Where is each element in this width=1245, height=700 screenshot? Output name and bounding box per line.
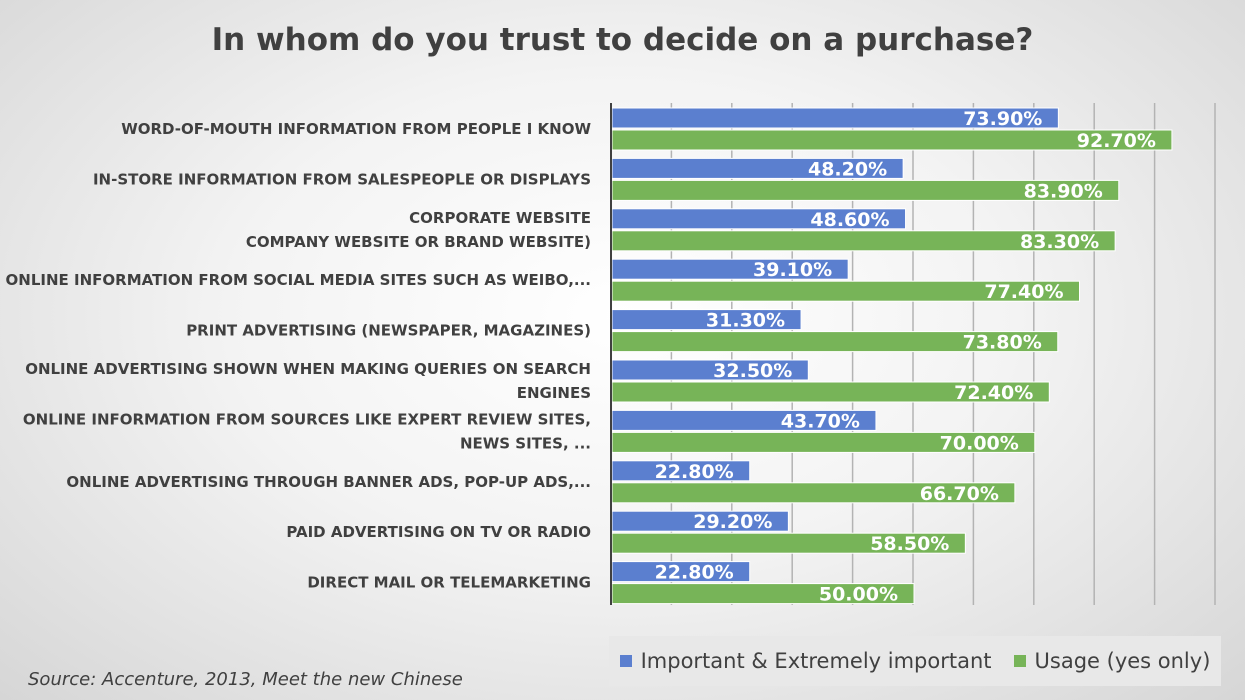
data-label: 83.90% <box>1024 180 1103 202</box>
source-note: Source: Accenture, 2013, Meet the new Ch… <box>28 669 463 690</box>
data-label: 66.70% <box>920 483 999 505</box>
data-label: 73.90% <box>963 108 1042 130</box>
category-label: ONLINE INFORMATION FROM SOCIAL MEDIA SIT… <box>6 271 591 289</box>
data-label: 50.00% <box>819 584 898 606</box>
data-label: 39.10% <box>753 259 832 281</box>
legend-item-important: Important & Extremely important <box>619 649 992 673</box>
category-label: ONLINE INFORMATION FROM SOURCES LIKE EXP… <box>23 410 591 428</box>
legend: Important & Extremely important Usage (y… <box>609 636 1221 686</box>
legend-swatch-usage <box>1013 655 1026 667</box>
data-label: 77.40% <box>984 281 1063 303</box>
category-label: NEWS SITES, ... <box>460 434 591 452</box>
data-label: 31.30% <box>706 310 785 332</box>
chart-title: In whom do you trust to decide on a purc… <box>211 22 1034 58</box>
category-label: WORD-OF-MOUTH INFORMATION FROM PEOPLE I … <box>121 120 591 138</box>
data-label: 32.50% <box>713 360 792 382</box>
data-label: 48.60% <box>810 209 889 231</box>
data-label: 83.30% <box>1020 231 1099 253</box>
data-label: 58.50% <box>870 533 949 555</box>
legend-item-usage: Usage (yes only) <box>1013 649 1211 673</box>
legend-label-important: Important & Extremely important <box>640 649 992 673</box>
category-label: PAID ADVERTISING ON TV OR RADIO <box>286 523 591 541</box>
bars: 73.90% 92.70% 48.20% 83.90% 48.60% 83.30% 39.1… <box>611 107 1173 606</box>
legend-swatch-important <box>619 655 632 667</box>
data-label: 22.80% <box>655 461 734 483</box>
data-label: 70.00% <box>940 432 1019 454</box>
category-labels: WORD-OF-MOUTH INFORMATION FROM PEOPLE I … <box>6 120 592 592</box>
data-label: 29.20% <box>693 511 772 533</box>
data-label: 22.80% <box>655 562 734 584</box>
data-label: 48.20% <box>808 158 887 180</box>
category-label: COMPANY WEBSITE OR BRAND WEBSITE) <box>246 233 591 251</box>
legend-label-usage: Usage (yes only) <box>1034 649 1211 673</box>
category-label: PRINT ADVERTISING (NEWSPAPER, MAGAZINES) <box>186 322 591 340</box>
data-label: 92.70% <box>1077 130 1156 152</box>
category-label: ENGINES <box>517 384 591 402</box>
category-label: ONLINE ADVERTISING SHOWN WHEN MAKING QUE… <box>25 360 591 378</box>
data-label: 72.40% <box>954 382 1033 404</box>
category-label: CORPORATE WEBSITE <box>409 209 591 227</box>
category-label: IN-STORE INFORMATION FROM SALESPEOPLE OR… <box>93 170 591 188</box>
data-label: 73.80% <box>963 332 1042 354</box>
data-label: 43.70% <box>781 410 860 432</box>
category-label: ONLINE ADVERTISING THROUGH BANNER ADS, P… <box>66 473 591 491</box>
category-label: DIRECT MAIL OR TELEMARKETING <box>307 574 591 592</box>
